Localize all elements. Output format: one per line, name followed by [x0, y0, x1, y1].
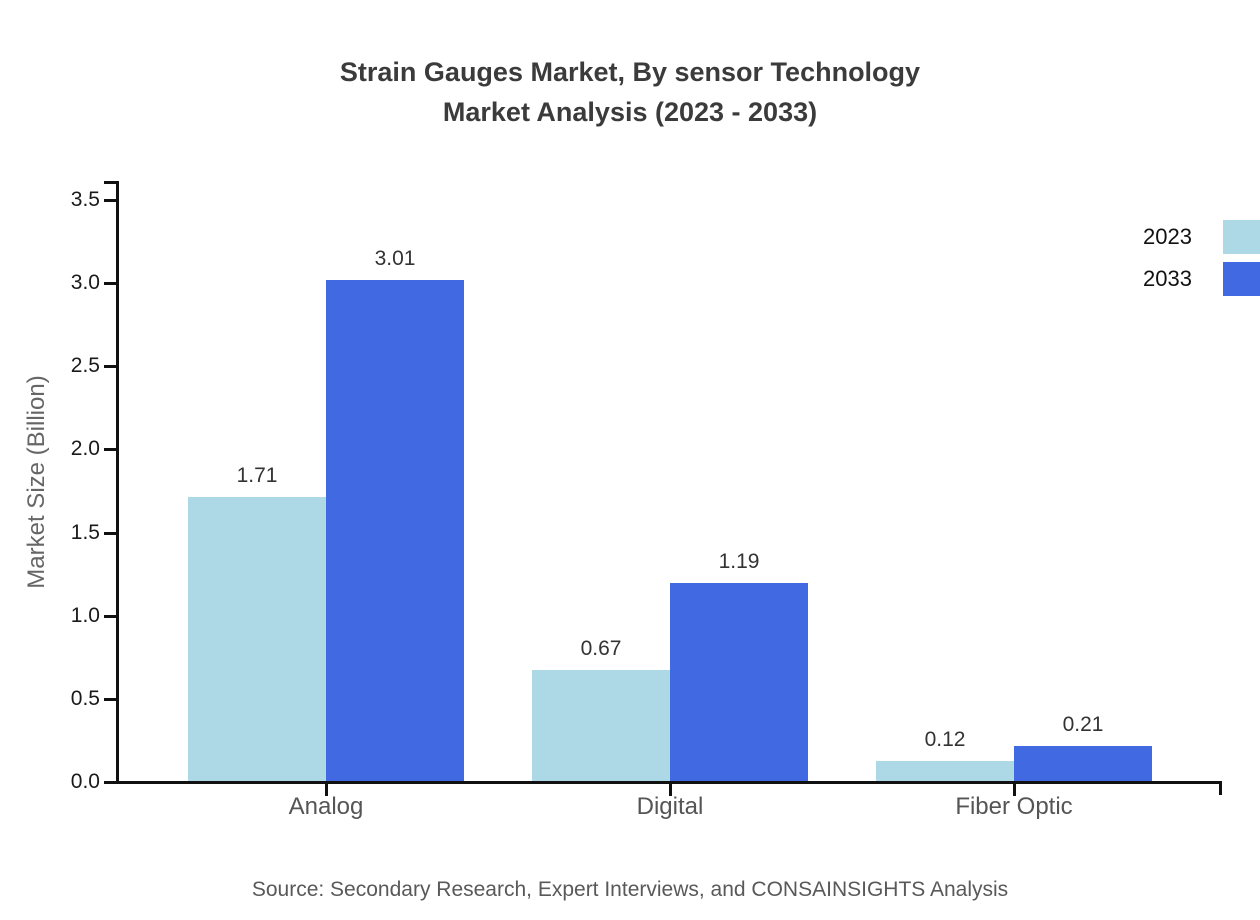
y-tick-label: 1.5: [70, 520, 100, 544]
y-tick-mark: [104, 198, 116, 202]
y-tick-mark: [104, 781, 116, 784]
x-tick-mark: [1013, 784, 1016, 796]
source-attribution: Source: Secondary Research, Expert Inter…: [251, 878, 1009, 901]
y-tick-mark: [104, 448, 116, 452]
legend-label-2033: 2033: [1143, 266, 1192, 291]
y-tick-label: 3.5: [70, 187, 100, 211]
chart-title-line-1: Strain Gauges Market, By sensor Technolo…: [339, 57, 921, 87]
category-label-fiber-optic: Fiber Optic: [955, 793, 1073, 820]
bar-2033-fiber-optic: [1014, 746, 1152, 781]
y-axis-end-cap: [104, 181, 118, 184]
y-tick-mark: [104, 697, 116, 701]
bar-value-label: 0.12: [924, 728, 966, 752]
legend-row-2033: 2033: [1000, 261, 1260, 297]
bar-value-label: 0.67: [580, 636, 622, 660]
y-tick-label: 0.0: [70, 770, 100, 793]
chart-title: Strain Gauges Market, By sensor Technolo…: [0, 52, 1260, 132]
y-tick-label: 2.5: [70, 354, 100, 378]
bar-2033-analog: [326, 280, 464, 781]
legend-row-2023: 2023: [1000, 219, 1260, 255]
chart-title-line-2: Market Analysis (2023 - 2033): [442, 97, 818, 127]
y-axis-title: Market Size (Billion): [23, 375, 50, 589]
y-tick-label: 2.0: [70, 437, 100, 461]
bar-value-label: 3.01: [374, 247, 416, 271]
bar-2023-digital: [532, 669, 670, 781]
bar-value-label: 1.71: [236, 463, 278, 487]
category-label-analog: Analog: [288, 793, 364, 820]
bar-2023-analog: [188, 496, 326, 781]
legend-swatch-2023: [1223, 220, 1260, 254]
bar-2033-digital: [670, 583, 808, 781]
y-tick-mark: [104, 282, 116, 286]
x-axis-end-cap: [1219, 781, 1222, 795]
x-axis-line: [116, 781, 1221, 784]
y-axis-line: [116, 181, 119, 784]
x-tick-mark: [325, 784, 328, 796]
y-tick-label: 3.0: [70, 271, 100, 295]
y-tick-label: 0.5: [70, 686, 100, 710]
x-tick-mark: [669, 784, 672, 796]
bar-2023-fiber-optic: [876, 761, 1014, 781]
y-tick-mark: [104, 365, 116, 369]
y-tick-mark: [104, 614, 116, 618]
y-tick-label: 1.0: [70, 603, 100, 627]
legend-swatch-2033: [1223, 262, 1260, 296]
legend-label-2023: 2023: [1143, 224, 1192, 249]
bar-value-label: 0.21: [1062, 713, 1104, 737]
y-tick-mark: [104, 531, 116, 535]
category-label-digital: Digital: [636, 793, 704, 820]
bar-value-label: 1.19: [718, 550, 760, 574]
